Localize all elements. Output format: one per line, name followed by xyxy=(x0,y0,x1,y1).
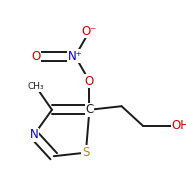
Text: S: S xyxy=(82,146,89,159)
Text: N: N xyxy=(30,128,39,141)
Text: O: O xyxy=(85,75,94,88)
Text: C: C xyxy=(85,103,94,116)
Text: O⁻: O⁻ xyxy=(82,25,97,38)
Text: N⁺: N⁺ xyxy=(68,50,83,63)
Text: O: O xyxy=(31,50,41,63)
Text: OH: OH xyxy=(171,119,186,132)
Text: CH₃: CH₃ xyxy=(28,82,44,91)
